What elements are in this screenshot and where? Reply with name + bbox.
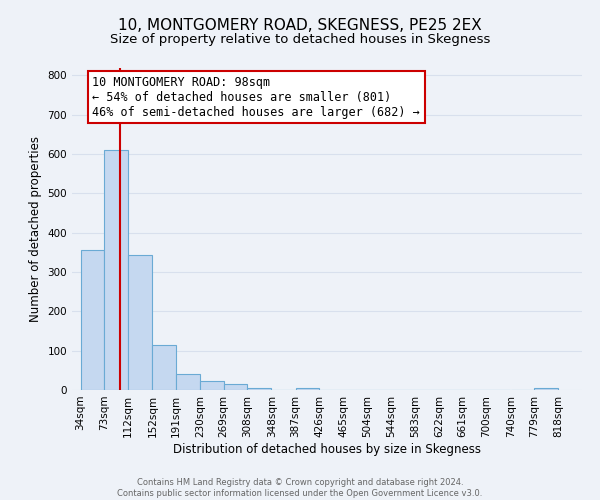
Bar bbox=[176, 374, 200, 390]
Bar bbox=[296, 388, 319, 390]
Bar bbox=[80, 250, 104, 390]
Bar bbox=[247, 388, 271, 390]
X-axis label: Distribution of detached houses by size in Skegness: Distribution of detached houses by size … bbox=[173, 442, 481, 456]
Y-axis label: Number of detached properties: Number of detached properties bbox=[29, 136, 42, 322]
Bar bbox=[104, 150, 128, 390]
Bar bbox=[128, 256, 152, 390]
Bar bbox=[200, 382, 224, 390]
Text: 10 MONTGOMERY ROAD: 98sqm
← 54% of detached houses are smaller (801)
46% of semi: 10 MONTGOMERY ROAD: 98sqm ← 54% of detac… bbox=[92, 76, 420, 118]
Bar bbox=[224, 384, 247, 390]
Bar bbox=[152, 345, 176, 390]
Bar bbox=[535, 388, 558, 390]
Text: Contains HM Land Registry data © Crown copyright and database right 2024.
Contai: Contains HM Land Registry data © Crown c… bbox=[118, 478, 482, 498]
Text: 10, MONTGOMERY ROAD, SKEGNESS, PE25 2EX: 10, MONTGOMERY ROAD, SKEGNESS, PE25 2EX bbox=[118, 18, 482, 32]
Text: Size of property relative to detached houses in Skegness: Size of property relative to detached ho… bbox=[110, 32, 490, 46]
